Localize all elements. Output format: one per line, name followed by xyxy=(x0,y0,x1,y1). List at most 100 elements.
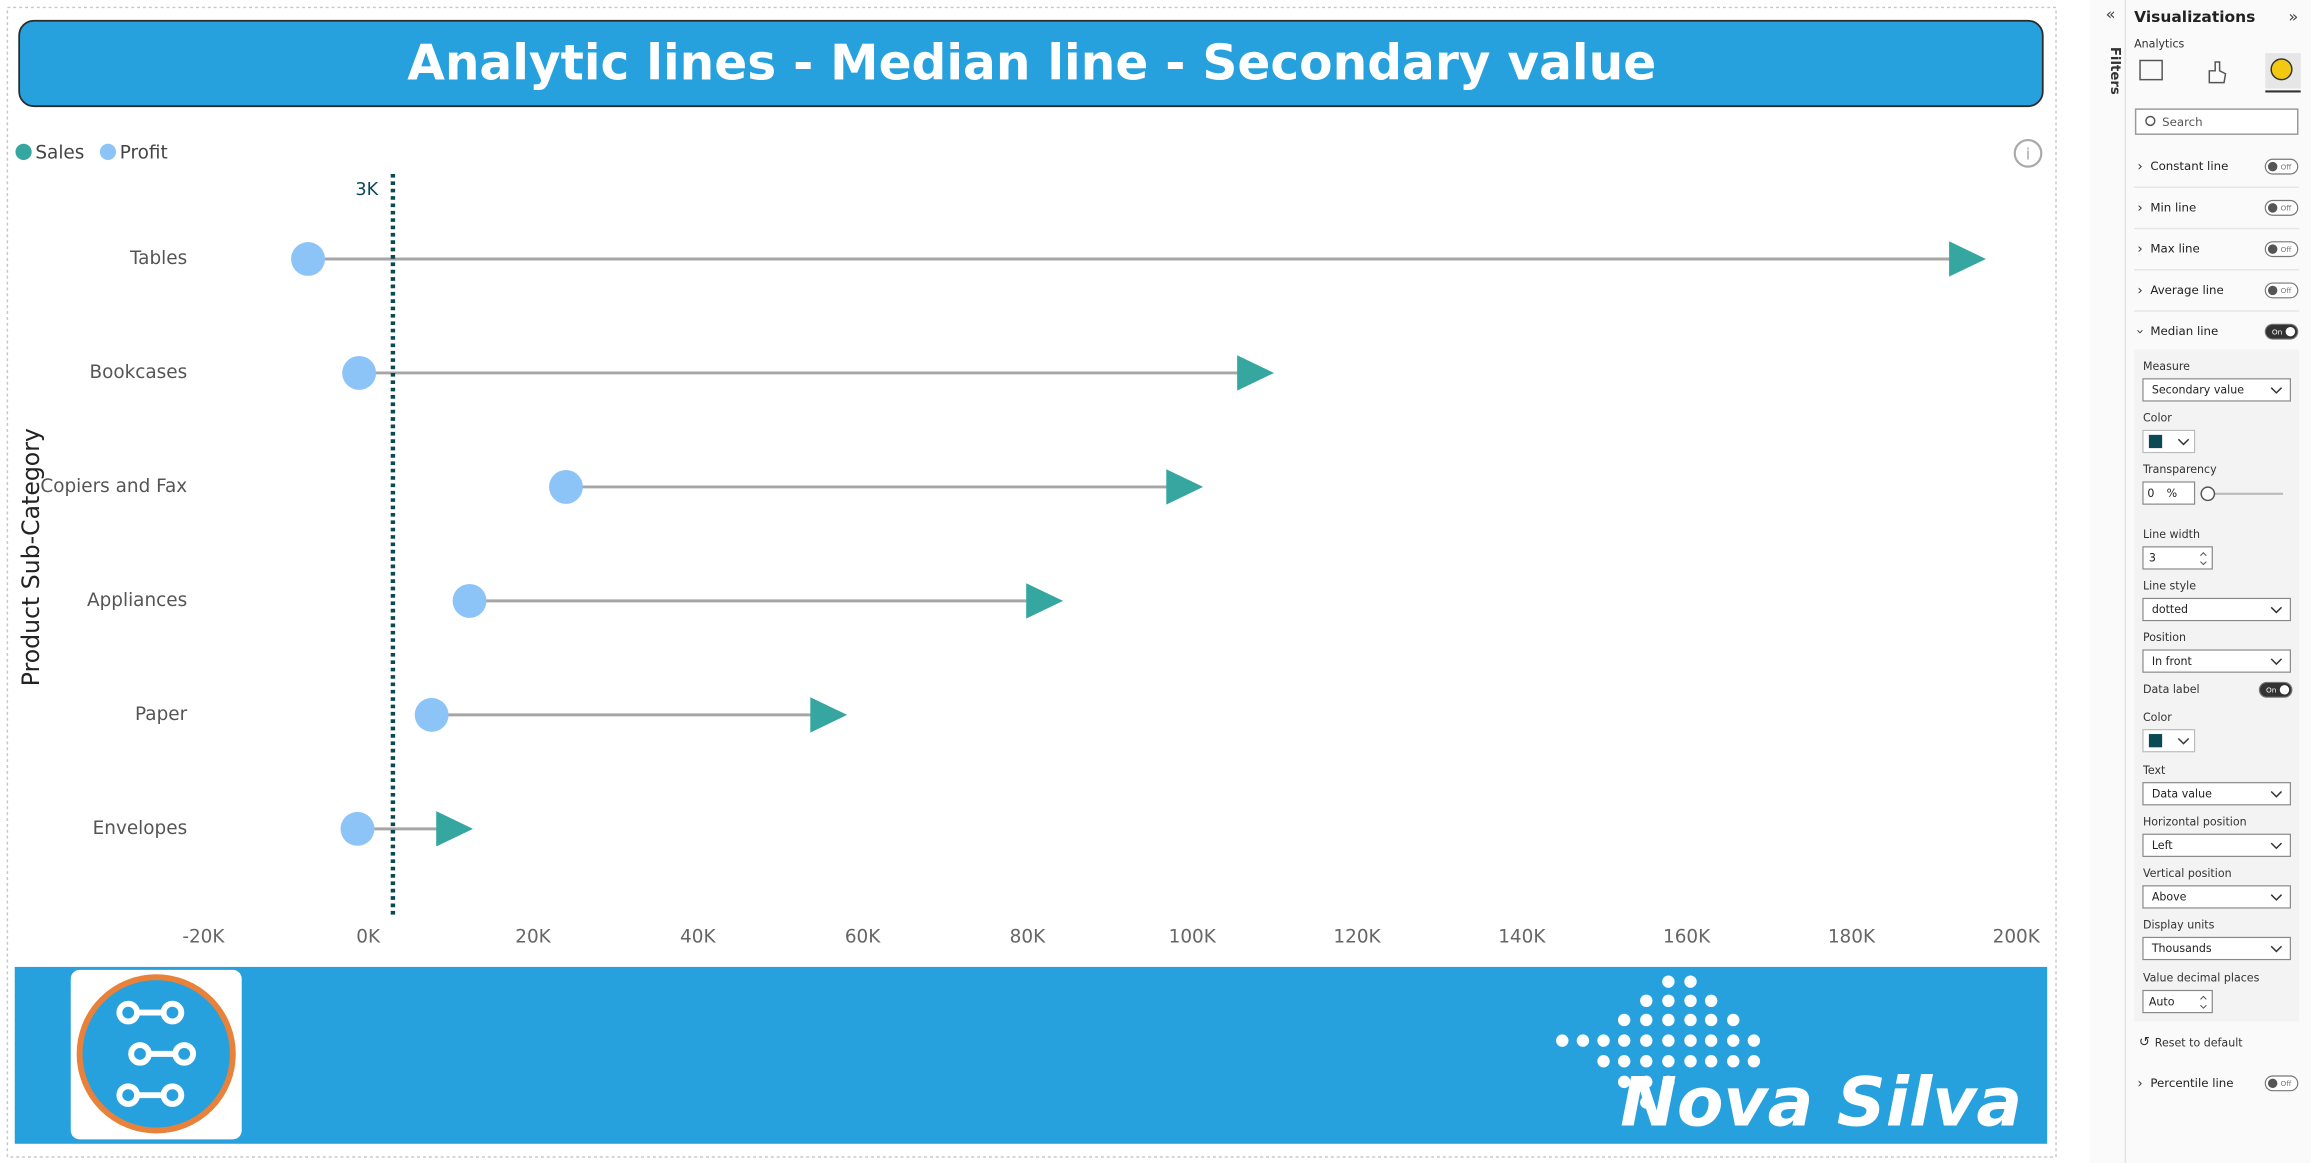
section-label[interactable]: Median line xyxy=(2150,324,2218,338)
section-chevron[interactable]: › xyxy=(2132,329,2147,334)
section-label[interactable]: Min line xyxy=(2150,200,2196,214)
field-label: Value decimal places xyxy=(2143,972,2260,985)
filters-tab[interactable]: Filters xyxy=(2107,47,2122,95)
section-label[interactable]: Percentile line xyxy=(2150,1076,2233,1090)
sales-marker xyxy=(810,697,848,733)
spin-input[interactable] xyxy=(2142,546,2213,570)
brand-dot xyxy=(1727,1055,1740,1068)
x-tick-label: 40K xyxy=(680,926,716,947)
profit-marker xyxy=(342,356,377,390)
info-icon[interactable] xyxy=(2013,138,2043,168)
toggle-knob xyxy=(2267,244,2278,254)
toggle-label: Off xyxy=(2281,162,2293,171)
brand-dot xyxy=(1662,975,1675,988)
reset-link[interactable]: Reset to default xyxy=(2155,1037,2244,1050)
reset-icon: ↺ xyxy=(2139,1035,2150,1050)
chart-title: Analytic lines - Median line - Secondary… xyxy=(407,35,1656,91)
brand-dot xyxy=(1617,1034,1631,1047)
color-chevron xyxy=(2177,737,2190,745)
section-label[interactable]: Constant line xyxy=(2150,159,2228,173)
toggle-knob xyxy=(2267,161,2278,172)
percent-input[interactable] xyxy=(2142,481,2196,505)
field-label: Transparency xyxy=(2142,463,2217,476)
x-tick-label: -20K xyxy=(182,926,225,947)
legend-label[interactable]: Sales xyxy=(35,142,84,163)
section-chevron[interactable]: › xyxy=(2137,242,2142,257)
brand-dot xyxy=(1556,1034,1569,1047)
legend-marker xyxy=(99,143,117,160)
brand-name: Nova Silva xyxy=(1620,1062,2022,1141)
toggle-knob xyxy=(2267,203,2278,213)
x-tick-label: 100K xyxy=(1169,926,1217,947)
brand-dot xyxy=(1747,1034,1761,1047)
field-label: Text xyxy=(2142,764,2166,777)
search-box[interactable] xyxy=(2134,108,2299,135)
y-axis-label: Product Sub-Category xyxy=(17,428,45,686)
dropdown[interactable] xyxy=(2142,378,2291,402)
dropdown-value: Left xyxy=(2152,839,2173,852)
section-label[interactable]: Average line xyxy=(2150,283,2223,297)
brand-dot xyxy=(1704,1034,1718,1047)
dropdown-chevron xyxy=(2270,658,2283,666)
field-label: Display units xyxy=(2143,919,2215,932)
dropdown[interactable] xyxy=(2142,782,2291,806)
profit-marker xyxy=(549,469,583,504)
x-tick-label: 60K xyxy=(845,926,881,947)
profit-marker xyxy=(452,583,487,618)
section-chevron[interactable]: › xyxy=(2137,201,2142,216)
brand-dot xyxy=(1662,994,1675,1008)
toggle-knob xyxy=(2267,1078,2278,1089)
brand-dot xyxy=(1684,1013,1697,1027)
brand-dot xyxy=(1704,1055,1718,1068)
color-swatch xyxy=(2148,734,2163,748)
field-label: Color xyxy=(2143,711,2172,724)
brand-dot xyxy=(1640,1055,1653,1068)
y-tick-label: Copiers and Fax xyxy=(40,476,187,497)
plot: -20K 0K 20K 40K 60K 80K 100K 120K 140K 160K 180K 20… xyxy=(15,142,2041,947)
dropdown-value: Secondary value xyxy=(2152,384,2244,397)
dropdown[interactable] xyxy=(2142,885,2291,909)
field-label: Vertical position xyxy=(2143,867,2232,880)
collapse-filters[interactable]: « xyxy=(2106,4,2116,23)
field-label: Horizontal position xyxy=(2143,815,2247,828)
dropdown[interactable] xyxy=(2142,936,2291,961)
color-chevron xyxy=(2177,438,2190,446)
field-label: Line width xyxy=(2143,528,2200,541)
slider-thumb[interactable] xyxy=(2200,486,2216,502)
dropdown-value: Thousands xyxy=(2151,942,2212,955)
y-tick-label: Envelopes xyxy=(93,818,188,839)
section-chevron[interactable]: › xyxy=(2137,283,2142,298)
brand-dot xyxy=(1684,1034,1697,1047)
section-label[interactable]: Max line xyxy=(2150,242,2199,256)
toggle-knob xyxy=(2279,685,2290,695)
dropdown[interactable] xyxy=(2142,833,2291,857)
x-tick-label: 0K xyxy=(356,926,381,947)
brand-dots xyxy=(1556,975,1761,1109)
brand-dot xyxy=(1662,1055,1675,1068)
x-tick-label: 80K xyxy=(1010,926,1046,947)
y-tick-label: Paper xyxy=(135,704,188,725)
x-tick-label: 20K xyxy=(515,926,551,947)
brand-dot xyxy=(1662,1013,1675,1027)
field-label: Data label xyxy=(2143,683,2200,696)
sales-marker xyxy=(1237,355,1274,391)
section-chevron[interactable]: › xyxy=(2137,160,2142,175)
spin-input[interactable] xyxy=(2142,989,2213,1014)
dropdown[interactable] xyxy=(2142,597,2291,622)
color-swatch xyxy=(2148,434,2163,449)
section-chevron[interactable]: › xyxy=(2137,1076,2142,1091)
y-tick-label: Bookcases xyxy=(89,362,187,383)
pane-icons[interactable] xyxy=(2139,53,2301,93)
profit-marker xyxy=(291,242,325,276)
median-label: 3K xyxy=(355,180,378,200)
brand-dot xyxy=(1727,1034,1740,1047)
dropdown[interactable] xyxy=(2142,649,2291,673)
spin-arrows xyxy=(2200,995,2207,1009)
legend-label[interactable]: Profit xyxy=(120,142,168,163)
brand-dot xyxy=(1617,1075,1631,1089)
collapse-pane[interactable]: » xyxy=(2288,7,2298,26)
profit-marker xyxy=(340,811,375,846)
dropdown-value: In front xyxy=(2152,655,2193,668)
field-label: Line style xyxy=(2143,580,2196,593)
